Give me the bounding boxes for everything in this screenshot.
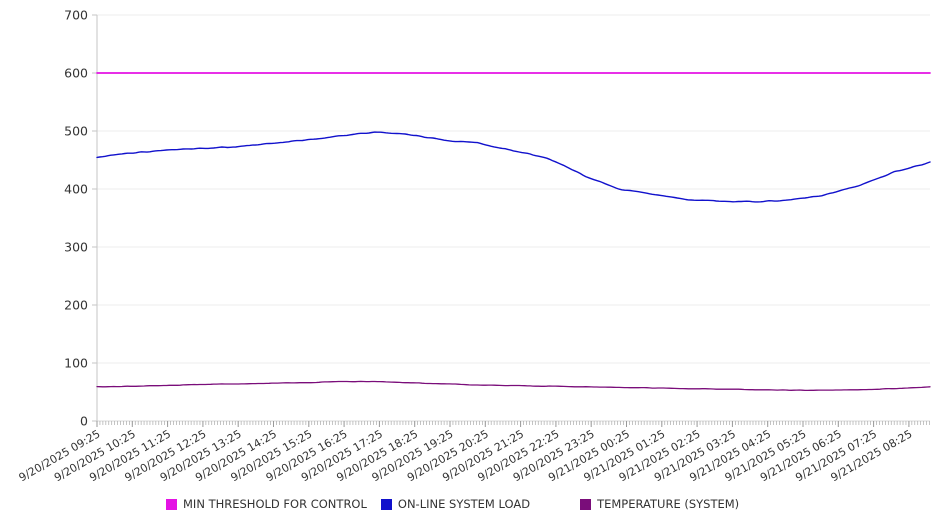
y-tick-label: 600 bbox=[64, 66, 88, 81]
line-chart: 0 100 200 300 400 500 600 700 9/20/2025 09:259/2… bbox=[17, 8, 931, 484]
chart-legend: MIN THRESHOLD FOR CONTROL ON-LINE SYSTEM… bbox=[166, 497, 753, 511]
legend-swatch-min-threshold-icon bbox=[166, 498, 177, 510]
y-tick-label: 100 bbox=[64, 356, 88, 371]
y-tick-label: 300 bbox=[64, 240, 88, 255]
legend-item-min-threshold-for-control: MIN THRESHOLD FOR CONTROL bbox=[166, 497, 367, 511]
legend-item-online-system-load: ON-LINE SYSTEM LOAD bbox=[380, 497, 531, 511]
y-tick-label: 200 bbox=[64, 298, 88, 313]
legend-label-online-system-load: ON-LINE SYSTEM LOAD bbox=[397, 497, 531, 511]
y-tick-label: 500 bbox=[64, 124, 88, 139]
legend-swatch-temperature-icon bbox=[580, 498, 592, 510]
x-axis bbox=[96, 421, 930, 427]
legend-label-min-threshold: MIN THRESHOLD FOR CONTROL bbox=[183, 497, 367, 511]
gridlines bbox=[97, 14, 930, 422]
y-tick-label: 700 bbox=[64, 8, 88, 23]
legend-item-temperature-system: TEMPERATURE (SYSTEM) bbox=[580, 497, 739, 511]
y-tick-label: 400 bbox=[64, 182, 88, 197]
x-tick-labels: 9/20/2025 09:259/20/2025 10:259/20/2025 … bbox=[17, 427, 915, 484]
y-axis: 0 100 200 300 400 500 600 700 bbox=[64, 8, 98, 429]
series-line-temperature-system- bbox=[96, 380, 931, 392]
legend-swatch-online-system-load-icon bbox=[380, 498, 392, 510]
legend-label-temperature: TEMPERATURE (SYSTEM) bbox=[597, 497, 740, 511]
series-line-on-line-system-load bbox=[96, 131, 931, 203]
y-tick-label: 0 bbox=[80, 414, 88, 429]
